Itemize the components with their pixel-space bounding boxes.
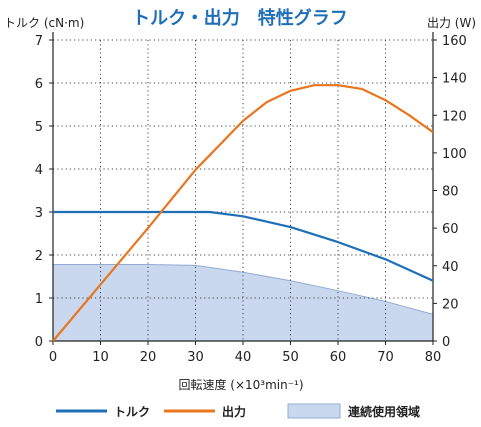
legend-output-label: 出力 bbox=[222, 404, 246, 419]
legend-area-swatch bbox=[287, 403, 341, 419]
y-right-tick-label: 60 bbox=[442, 222, 459, 237]
y-left-tick-label: 2 bbox=[35, 249, 43, 264]
y-right-tick-label: 160 bbox=[442, 34, 467, 49]
x-tick-label: 40 bbox=[235, 350, 252, 365]
series-torque-line bbox=[53, 210, 434, 282]
y-right-tick-label: 40 bbox=[442, 260, 459, 275]
y-left-tick-label: 3 bbox=[35, 206, 43, 221]
y-right-tick-label: 140 bbox=[442, 72, 467, 87]
y-right-tick-label: 80 bbox=[442, 185, 459, 200]
right-axis-unit: 出力 (W) bbox=[427, 16, 476, 30]
chart-title: トルク・出力 特性グラフ bbox=[132, 7, 348, 29]
x-tick-label: 60 bbox=[330, 350, 347, 365]
y-left-tick-label: 7 bbox=[35, 34, 43, 49]
y-left-tick-label: 1 bbox=[35, 292, 43, 307]
legend: トルク 出力 連続使用領域 bbox=[56, 403, 420, 419]
y-left-tick-label: 6 bbox=[35, 77, 43, 92]
legend-torque-label: トルク bbox=[114, 405, 150, 419]
x-tick-label: 0 bbox=[49, 350, 57, 365]
x-tick-label: 30 bbox=[187, 350, 204, 365]
series-lines bbox=[52, 84, 434, 342]
x-tick-label: 50 bbox=[282, 350, 299, 365]
x-tick-label: 10 bbox=[92, 350, 109, 365]
series-output-line bbox=[52, 84, 434, 342]
x-tick-label: 20 bbox=[140, 350, 157, 365]
y-right-tick-label: 100 bbox=[442, 147, 467, 162]
y-left-tick-label: 5 bbox=[35, 120, 43, 135]
x-tick-label: 80 bbox=[425, 350, 442, 365]
grid-layer bbox=[52, 32, 434, 342]
y-left-tick-label: 0 bbox=[35, 335, 43, 350]
y-right-tick-label: 120 bbox=[442, 109, 467, 124]
y-left-tick-label: 4 bbox=[35, 163, 43, 178]
y-right-tick-label: 20 bbox=[442, 297, 459, 312]
legend-area-label: 連続使用領域 bbox=[348, 404, 420, 419]
y-right-tick-label: 0 bbox=[442, 335, 450, 350]
x-tick-label: 70 bbox=[377, 350, 394, 365]
x-axis-label: 回転速度 (×10³min⁻¹) bbox=[178, 377, 303, 392]
left-axis-unit: トルク (cN·m) bbox=[4, 16, 84, 30]
